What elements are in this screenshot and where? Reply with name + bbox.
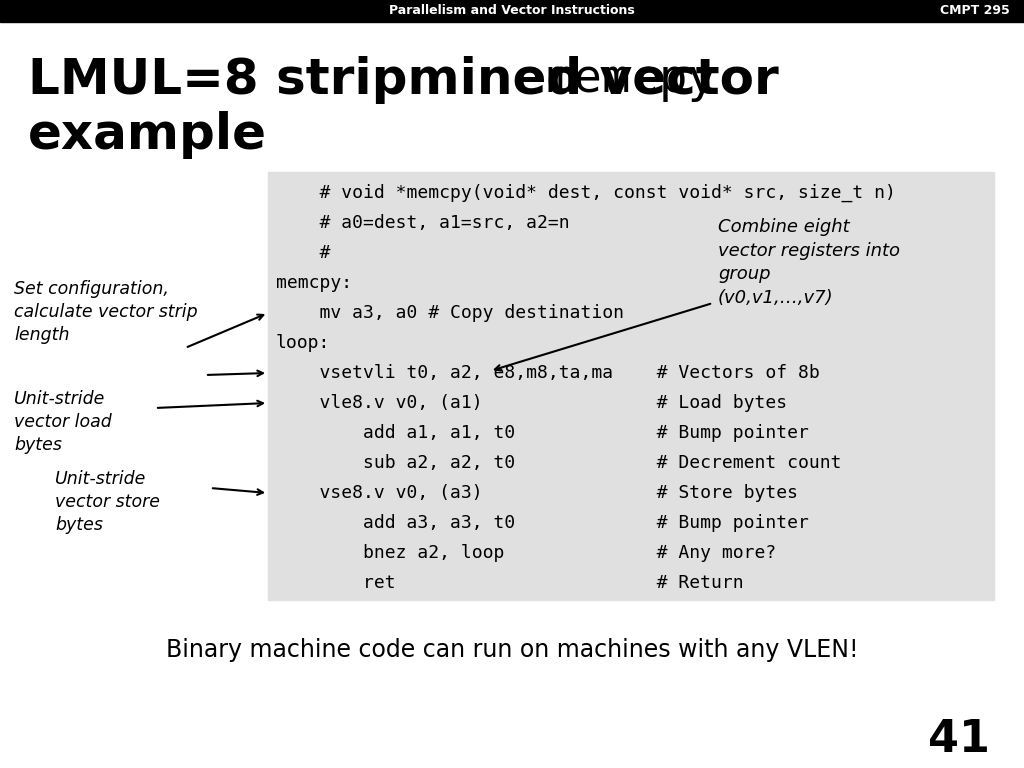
Text: ret                        # Return: ret # Return bbox=[276, 574, 743, 592]
Text: # void *memcpy(void* dest, const void* src, size_t n): # void *memcpy(void* dest, const void* s… bbox=[276, 184, 896, 202]
Text: #: # bbox=[276, 244, 331, 262]
Text: vle8.v v0, (a1)                # Load bytes: vle8.v v0, (a1) # Load bytes bbox=[276, 394, 787, 412]
Bar bbox=[268, 172, 994, 600]
Text: memcpy: memcpy bbox=[545, 58, 716, 102]
Text: Set configuration,
calculate vector strip
length: Set configuration, calculate vector stri… bbox=[14, 280, 198, 344]
Text: memcpy:: memcpy: bbox=[276, 274, 352, 292]
Text: Binary machine code can run on machines with any VLEN!: Binary machine code can run on machines … bbox=[166, 638, 858, 662]
Text: mv a3, a0 # Copy destination: mv a3, a0 # Copy destination bbox=[276, 304, 624, 322]
Text: CMPT 295: CMPT 295 bbox=[940, 5, 1010, 18]
Text: # a0=dest, a1=src, a2=n: # a0=dest, a1=src, a2=n bbox=[276, 214, 569, 232]
Bar bbox=[0, 0, 1024, 22]
Text: vsetvli t0, a2, e8,m8,ta,ma    # Vectors of 8b: vsetvli t0, a2, e8,m8,ta,ma # Vectors of… bbox=[276, 364, 820, 382]
Text: Combine eight
vector registers into
group
(v0,v1,…,v7): Combine eight vector registers into grou… bbox=[718, 218, 900, 306]
Text: vse8.v v0, (a3)                # Store bytes: vse8.v v0, (a3) # Store bytes bbox=[276, 484, 798, 502]
Text: sub a2, a2, t0             # Decrement count: sub a2, a2, t0 # Decrement count bbox=[276, 454, 842, 472]
Text: Unit-stride
vector store
bytes: Unit-stride vector store bytes bbox=[55, 470, 160, 534]
Text: bnez a2, loop              # Any more?: bnez a2, loop # Any more? bbox=[276, 544, 776, 562]
Text: LMUL=8 stripmined vector: LMUL=8 stripmined vector bbox=[28, 56, 796, 104]
Text: add a1, a1, t0             # Bump pointer: add a1, a1, t0 # Bump pointer bbox=[276, 424, 809, 442]
Text: example: example bbox=[28, 111, 267, 159]
Text: add a3, a3, t0             # Bump pointer: add a3, a3, t0 # Bump pointer bbox=[276, 514, 809, 532]
Text: Parallelism and Vector Instructions: Parallelism and Vector Instructions bbox=[389, 5, 635, 18]
Text: Unit-stride
vector load
bytes: Unit-stride vector load bytes bbox=[14, 390, 112, 454]
Text: 41: 41 bbox=[928, 719, 990, 762]
Text: loop:: loop: bbox=[276, 334, 331, 352]
